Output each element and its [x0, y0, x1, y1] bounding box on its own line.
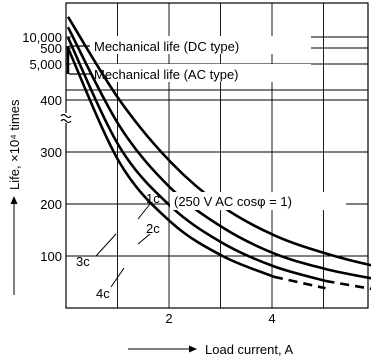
axis-break-wave — [60, 118, 72, 124]
mechanical-life-label: Mechanical life (DC type) — [94, 39, 239, 54]
curve-label-2c: 2c — [146, 221, 160, 236]
curve-leader-3c — [95, 233, 117, 257]
mechanical-life-annotations: Mechanical life (DC type) Mechanical life… — [66, 36, 311, 82]
curve-4c-dashed — [273, 275, 326, 290]
curve-labels: 1c 2c 3c 4c — [76, 191, 160, 301]
y-tick-label: 300 — [40, 145, 62, 160]
y-axis-title-group: Life, ×10⁴ times — [7, 99, 22, 295]
curve-label-4c: 4c — [96, 286, 110, 301]
x-axis-title-group: Load current, A — [128, 342, 293, 357]
mechanical-life-label-bg — [71, 36, 311, 54]
curve-leader-1c — [137, 203, 151, 220]
mechanical-life-label: Mechanical life (AC type) — [94, 67, 239, 82]
axis-break-marker — [60, 113, 72, 124]
curve-2c — [66, 26, 371, 280]
curve-leader-4c — [110, 267, 125, 288]
condition-label-bg — [170, 192, 346, 210]
plot-frame — [65, 2, 369, 309]
axis-break-wave — [60, 113, 72, 119]
mechanical-life-label-bg — [71, 64, 311, 82]
y-tick-label: 5,000 — [29, 57, 62, 72]
y-tick-label: 10,000 — [22, 30, 62, 45]
x-axis-title: Load current, A — [205, 342, 293, 357]
x-axis-arrow-head — [189, 345, 197, 353]
y-axis-title: Life, ×10⁴ times — [7, 99, 22, 190]
axis-break-gap — [62, 113, 70, 123]
curve-3c-dashed — [325, 279, 371, 291]
curve-4c — [66, 47, 275, 279]
condition-label: (250 V AC cosφ = 1) — [174, 194, 292, 209]
curve-1c — [66, 16, 371, 267]
y-tick-label: 200 — [40, 197, 62, 212]
curve-3c — [66, 37, 326, 283]
y-axis-arrow-head — [10, 196, 18, 204]
y-tick-label: 500 — [40, 41, 62, 56]
curve-leader-2c — [137, 233, 151, 245]
curve-label-1c: 1c — [146, 191, 160, 206]
x-tick-label: 2 — [165, 311, 172, 326]
y-tick-label: 100 — [40, 249, 62, 264]
y-tick-label: 400 — [40, 93, 62, 108]
life-curves — [66, 16, 371, 291]
x-tick-label: 4 — [268, 311, 275, 326]
curve-label-3c: 3c — [76, 254, 90, 269]
